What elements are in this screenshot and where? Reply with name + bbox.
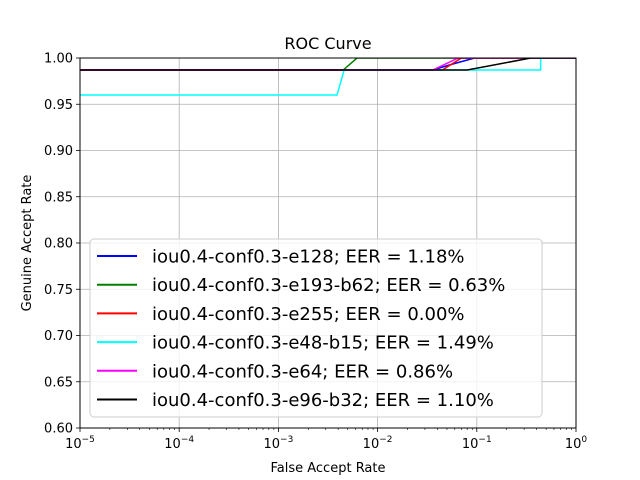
y-tick-label: 1.00 bbox=[44, 52, 73, 67]
y-tick-label: 0.85 bbox=[44, 190, 73, 205]
x-tick-label: 100 bbox=[565, 435, 588, 452]
series-line-5 bbox=[80, 58, 576, 71]
y-tick-label: 0.90 bbox=[44, 144, 73, 159]
legend-entry: iou0.4-conf0.3-e128; EER = 1.18% bbox=[152, 247, 465, 268]
x-tick-label: 10−2 bbox=[363, 435, 393, 452]
chart-title: ROC Curve bbox=[284, 34, 371, 53]
x-tick-base: 10 bbox=[565, 437, 582, 452]
x-tick-exponent: −1 bbox=[478, 435, 491, 445]
y-tick-label: 0.80 bbox=[44, 237, 73, 252]
x-tick-base: 10 bbox=[263, 437, 280, 452]
x-tick-base: 10 bbox=[65, 437, 82, 452]
axis-ticks: 10−5 10−4 10−3 10−2 10−1 1000.600.650.700.750… bbox=[44, 52, 587, 453]
x-tick-label: 10−5 bbox=[65, 435, 95, 452]
x-tick-base: 10 bbox=[164, 437, 181, 452]
y-tick-label: 0.75 bbox=[44, 283, 73, 298]
x-tick-label: 10−3 bbox=[263, 435, 293, 452]
legend-entry: iou0.4-conf0.3-e193-b62; EER = 0.63% bbox=[152, 275, 505, 296]
x-tick-base: 10 bbox=[462, 437, 479, 452]
legend-entry: iou0.4-conf0.3-e255; EER = 0.00% bbox=[152, 304, 465, 325]
y-tick-label: 0.70 bbox=[44, 329, 73, 344]
x-tick-exponent: −5 bbox=[82, 435, 95, 445]
x-tick-label: 10−4 bbox=[164, 435, 194, 452]
x-tick-label: 10−1 bbox=[462, 435, 492, 452]
legend: iou0.4-conf0.3-e128; EER = 1.18% iou0.4-c… bbox=[89, 238, 543, 418]
series-lines bbox=[80, 58, 576, 96]
y-axis-label: Genuine Accept Rate bbox=[20, 175, 35, 312]
x-tick-base: 10 bbox=[363, 437, 380, 452]
x-axis-label: False Accept Rate bbox=[270, 461, 385, 476]
legend-entry: iou0.4-conf0.3-e96-b32; EER = 1.10% bbox=[152, 390, 494, 411]
x-tick-exponent: −2 bbox=[379, 435, 392, 445]
y-tick-label: 0.95 bbox=[44, 98, 73, 113]
y-tick-label: 0.60 bbox=[44, 422, 73, 437]
x-tick-exponent: −4 bbox=[181, 435, 195, 445]
legend-entry: iou0.4-conf0.3-e64; EER = 0.86% bbox=[152, 361, 453, 382]
legend-box bbox=[89, 238, 543, 418]
y-tick-label: 0.65 bbox=[44, 375, 73, 390]
legend-entry: iou0.4-conf0.3-e48-b15; EER = 1.49% bbox=[152, 333, 494, 354]
x-tick-exponent: −3 bbox=[280, 435, 293, 445]
x-tick-exponent: 0 bbox=[581, 435, 587, 445]
